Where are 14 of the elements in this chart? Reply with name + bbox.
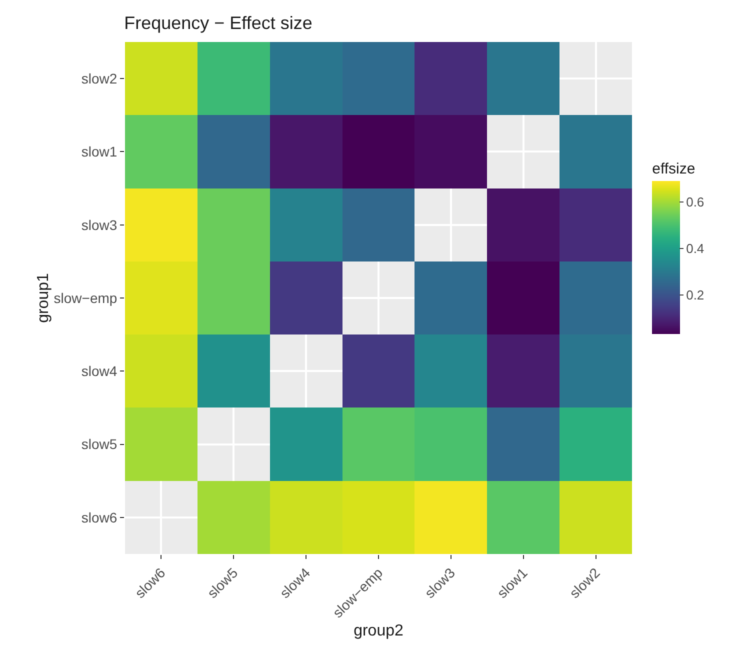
y-tick-label: slow1 bbox=[81, 144, 118, 160]
x-axis-title: group2 bbox=[354, 622, 404, 640]
y-tick-label: slow6 bbox=[81, 509, 118, 526]
chart-title: Frequency − Effect size bbox=[124, 13, 312, 34]
y-tick-label: slow5 bbox=[81, 436, 118, 452]
color-bar-label: 0.4 bbox=[686, 241, 704, 256]
color-bar-label: 0.2 bbox=[686, 287, 704, 302]
y-tick-label: slow4 bbox=[81, 363, 118, 380]
color-bar-title: effsize bbox=[652, 160, 696, 178]
y-tick-label: slow−emp bbox=[54, 290, 118, 306]
y-axis-title: group1 bbox=[34, 272, 52, 323]
color-bar-label: 0.6 bbox=[686, 194, 704, 210]
y-tick-label: slow3 bbox=[81, 216, 118, 233]
y-tick-label: slow2 bbox=[81, 70, 118, 86]
